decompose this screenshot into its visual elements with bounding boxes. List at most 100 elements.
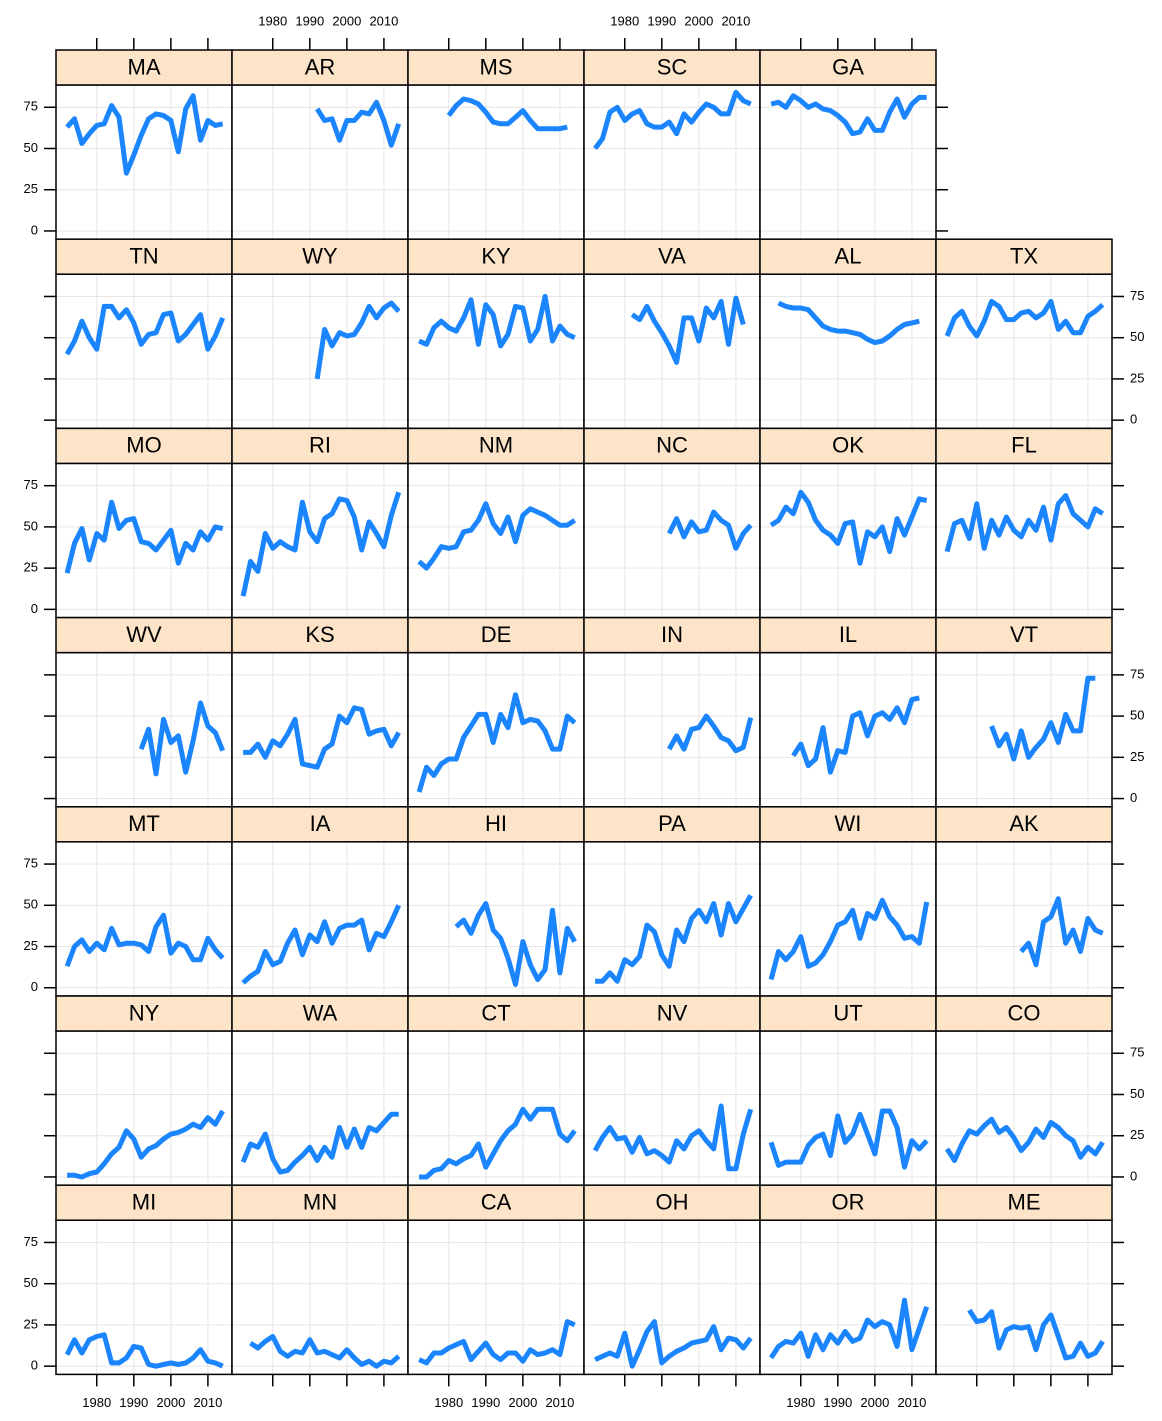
y-tick-label: 25 [24, 1316, 38, 1331]
strip-label: OK [832, 433, 864, 458]
strip [583, 616, 761, 654]
data-line [777, 300, 920, 346]
y-tick-label: 75 [24, 856, 38, 871]
y-tick-label: 25 [24, 181, 38, 196]
data-line [454, 901, 577, 987]
strip-label: UT [833, 1000, 862, 1025]
strip [583, 427, 761, 465]
data-line [64, 1332, 224, 1369]
data-line [240, 491, 402, 597]
strip-label: AL [835, 244, 862, 269]
x-tick-label: 1980 [610, 13, 639, 28]
y-tick-label: 75 [24, 99, 38, 114]
panel-background [56, 841, 232, 996]
strip-label: HI [485, 811, 507, 836]
strip [583, 806, 761, 843]
data-line [944, 493, 1105, 553]
panel-background [584, 1220, 760, 1375]
panel-background [584, 85, 760, 240]
strip-label: IN [661, 622, 683, 647]
strip-label: FL [1011, 433, 1037, 458]
data-line [419, 1106, 577, 1180]
data-line [593, 89, 752, 150]
strip-label: AK [1009, 811, 1039, 836]
panel-background [936, 1031, 1112, 1186]
data-line [446, 96, 568, 132]
strip-label: KS [305, 622, 334, 647]
x-tick-label: 2000 [684, 13, 713, 28]
data-line [594, 1319, 753, 1369]
data-line [65, 93, 224, 176]
strip [935, 238, 1113, 275]
panel-background [936, 274, 1112, 429]
data-line [241, 904, 401, 985]
x-tick-label: 1990 [119, 1395, 148, 1410]
data-line [67, 1109, 225, 1180]
data-line [770, 93, 927, 137]
x-tick-label: 1980 [258, 13, 287, 28]
data-line [243, 705, 401, 770]
panel-background [232, 1220, 408, 1375]
strip-label: MN [303, 1190, 337, 1215]
strip-label: VA [658, 244, 686, 269]
strip-label: WV [126, 622, 162, 647]
y-tick-label: 0 [1130, 412, 1137, 427]
panel-background [232, 1031, 408, 1186]
y-tick-label: 75 [1130, 288, 1144, 303]
data-line [315, 99, 402, 148]
strip [231, 238, 409, 275]
y-tick-label: 25 [1130, 370, 1144, 385]
strip [55, 238, 233, 275]
y-tick-label: 50 [1130, 708, 1144, 723]
strip-label: WA [303, 1000, 338, 1025]
strip-label: IL [839, 622, 857, 647]
strip-label: RI [309, 433, 331, 458]
y-tick-label: 50 [24, 897, 38, 912]
strip [55, 427, 233, 465]
strip [935, 1184, 1113, 1221]
data-line [989, 675, 1096, 762]
x-tick-label: 2000 [508, 1395, 537, 1410]
strip [407, 616, 585, 654]
strip-label: DE [481, 622, 512, 647]
x-tick-label: 2010 [369, 13, 398, 28]
y-tick-label: 25 [24, 560, 38, 575]
strip-label: NY [129, 1000, 160, 1025]
panel-background [56, 274, 232, 429]
data-line [791, 695, 920, 775]
panel-background [232, 85, 408, 240]
strip [935, 616, 1113, 654]
panel-background [232, 841, 408, 996]
y-tick-label: 75 [24, 477, 38, 492]
data-line [249, 1334, 401, 1369]
strip [583, 238, 761, 275]
data-line [768, 897, 930, 981]
y-tick-label: 0 [31, 979, 38, 994]
y-tick-label: 75 [1130, 666, 1144, 681]
data-line [64, 303, 226, 356]
y-tick-label: 0 [1130, 1168, 1137, 1183]
y-tick-label: 0 [31, 222, 38, 237]
x-tick-label: 1980 [82, 1395, 111, 1410]
data-line [416, 692, 577, 793]
strip-label: CT [481, 1000, 510, 1025]
strip [407, 995, 585, 1032]
strip-label: KY [481, 244, 511, 269]
panel-background [56, 652, 232, 807]
panel-background [408, 463, 584, 618]
strip-label: OR [832, 1190, 865, 1215]
data-line [630, 295, 746, 365]
x-tick-label: 2000 [156, 1395, 185, 1410]
strip [231, 1184, 409, 1221]
strip [935, 806, 1113, 843]
y-tick-label: 50 [24, 518, 38, 533]
y-tick-label: 0 [31, 1358, 38, 1373]
strip-label: TX [1010, 244, 1038, 269]
strip [583, 1184, 761, 1221]
panel-background [408, 85, 584, 240]
strip-label: WY [302, 244, 338, 269]
strip-label: IA [310, 811, 331, 836]
data-line [64, 499, 224, 574]
x-tick-label: 2010 [193, 1395, 222, 1410]
panel-background [936, 652, 1112, 807]
